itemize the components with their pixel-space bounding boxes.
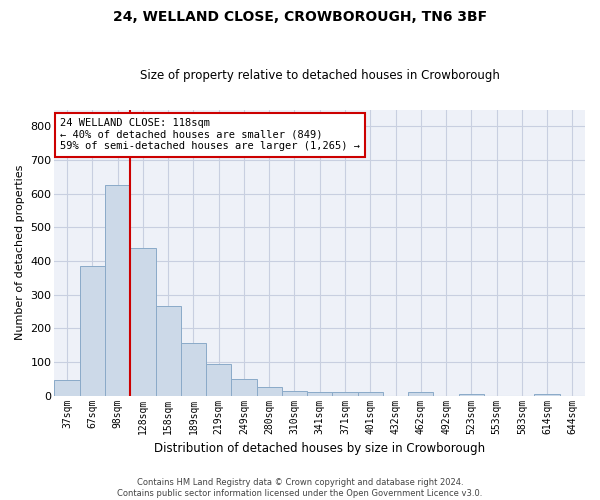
Bar — [105, 186, 130, 396]
Text: 24, WELLAND CLOSE, CROWBOROUGH, TN6 3BF: 24, WELLAND CLOSE, CROWBOROUGH, TN6 3BF — [113, 10, 487, 24]
Bar — [408, 392, 433, 396]
X-axis label: Distribution of detached houses by size in Crowborough: Distribution of detached houses by size … — [154, 442, 485, 455]
Bar — [535, 394, 560, 396]
Text: Contains HM Land Registry data © Crown copyright and database right 2024.
Contai: Contains HM Land Registry data © Crown c… — [118, 478, 482, 498]
Bar — [332, 392, 358, 396]
Bar — [80, 266, 105, 396]
Bar — [130, 248, 155, 396]
Bar — [181, 344, 206, 396]
Bar — [206, 364, 232, 396]
Title: Size of property relative to detached houses in Crowborough: Size of property relative to detached ho… — [140, 69, 500, 82]
Bar — [257, 387, 282, 396]
Bar — [232, 379, 257, 396]
Y-axis label: Number of detached properties: Number of detached properties — [15, 165, 25, 340]
Bar — [307, 392, 332, 396]
Bar — [155, 306, 181, 396]
Bar — [55, 380, 80, 396]
Bar — [358, 392, 383, 396]
Bar — [458, 394, 484, 396]
Text: 24 WELLAND CLOSE: 118sqm
← 40% of detached houses are smaller (849)
59% of semi-: 24 WELLAND CLOSE: 118sqm ← 40% of detach… — [60, 118, 360, 152]
Bar — [282, 390, 307, 396]
